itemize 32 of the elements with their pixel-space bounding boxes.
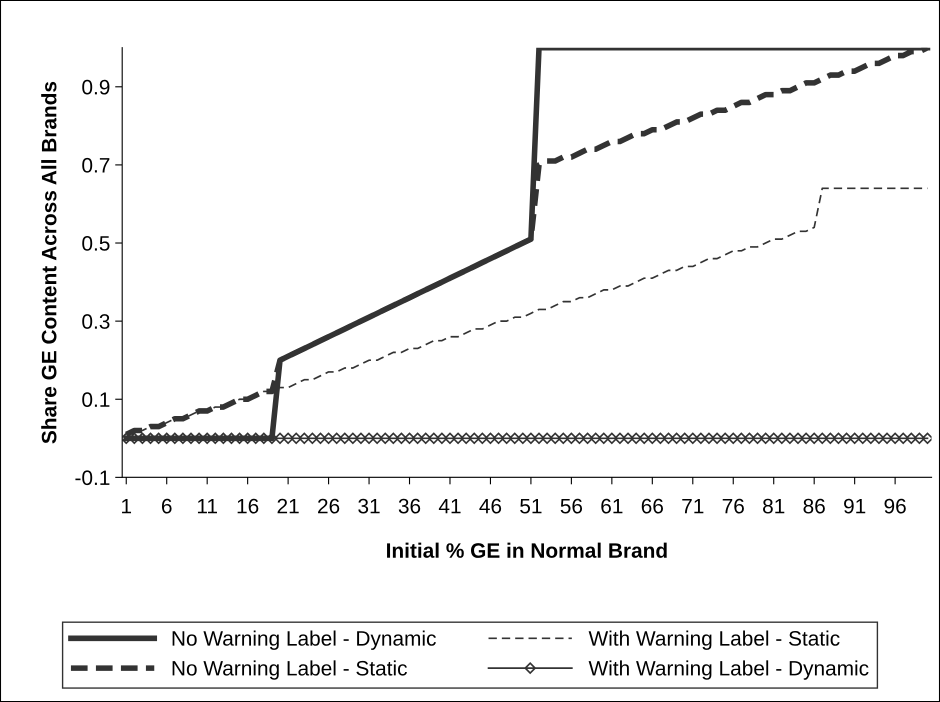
x-tick-label: 91: [844, 498, 866, 514]
x-tick-label: 1: [122, 498, 132, 514]
x-tick-label: 41: [438, 498, 461, 514]
legend-label: With Warning Label - Dynamic: [588, 660, 869, 680]
x-tick-label: 56: [560, 498, 582, 514]
y-tick-label: 0.9: [82, 80, 110, 95]
x-tick-label: 46: [479, 498, 502, 514]
x-tick-label: 66: [642, 498, 663, 514]
x-tick-label: 36: [398, 498, 420, 514]
x-tick-label: 96: [884, 498, 906, 514]
y-tick-label: 0.1: [82, 392, 110, 407]
x-tick-label: 81: [763, 498, 784, 514]
x-tick-label: 11: [198, 498, 217, 514]
legend-label: No Warning Label - Dynamic: [172, 630, 436, 650]
x-tick-label: 76: [722, 498, 744, 514]
x-tick-label: 86: [804, 498, 825, 514]
x-tick-label: 6: [162, 498, 172, 514]
y-tick-label: 0.3: [82, 314, 110, 329]
y-tick-label: -0.1: [75, 470, 110, 486]
legend-label: No Warning Label - Static: [172, 660, 407, 680]
legend-label: With Warning Label - Static: [588, 630, 840, 650]
y-tick-label: 0.7: [82, 158, 110, 173]
x-tick-label: 61: [601, 498, 622, 514]
x-tick-label: 51: [520, 498, 542, 514]
x-tick-label: 16: [238, 498, 258, 514]
y-tick-label: 0.5: [82, 236, 110, 251]
x-tick-label: 31: [358, 498, 380, 514]
x-tick-label: 71: [682, 498, 704, 514]
x-tick-label: 21: [278, 498, 299, 514]
x-axis-title: Initial % GE in Normal Brand: [387, 542, 667, 558]
y-axis-title: Share GE Content Across All Brands: [41, 82, 56, 444]
x-tick-label: 26: [318, 498, 340, 514]
